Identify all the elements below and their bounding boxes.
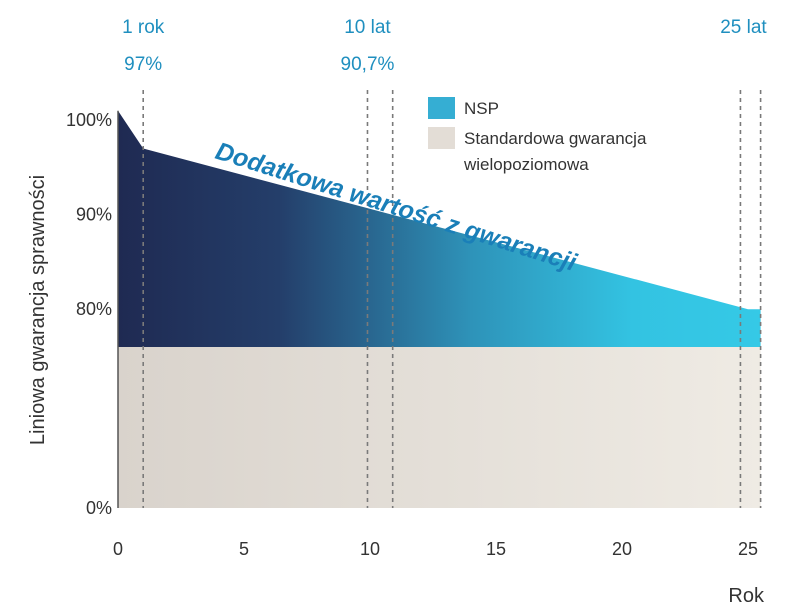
x-tick-labels: 0 5 10 15 20 25 xyxy=(113,539,758,559)
x-tick-label: 0 xyxy=(113,539,123,559)
legend-label: NSP xyxy=(464,99,499,118)
top-labels: 1 rok 97% 10 lat 90,7% 25 lat xyxy=(122,17,767,75)
legend-swatch xyxy=(428,127,455,149)
y-tick-labels: 100% 90% 80% 0% xyxy=(66,110,112,518)
legend-label-continued: wielopoziomowa xyxy=(463,155,589,174)
reference-lines xyxy=(142,90,762,508)
reference-label-top: 1 rok xyxy=(122,17,165,38)
legend-swatch xyxy=(428,97,455,119)
reference-label-top: 25 lat xyxy=(720,17,767,38)
x-tick-label: 15 xyxy=(486,539,506,559)
standard-warranty-area xyxy=(118,347,761,508)
x-axis-title: Rok xyxy=(728,585,765,607)
reference-label-value: 97% xyxy=(124,54,162,75)
x-tick-label: 10 xyxy=(360,539,380,559)
y-tick-label: 80% xyxy=(76,299,112,319)
y-tick-label: 90% xyxy=(76,205,112,225)
nsp-area xyxy=(118,110,761,347)
y-tick-label: 100% xyxy=(66,110,112,130)
reference-label-value: 90,7% xyxy=(341,54,395,75)
x-tick-label: 5 xyxy=(239,539,249,559)
x-tick-label: 25 xyxy=(738,539,758,559)
x-tick-label: 20 xyxy=(612,539,632,559)
legend: NSP Standardowa gwarancja wielopoziomowa xyxy=(428,97,647,174)
reference-label-top: 10 lat xyxy=(344,17,391,38)
legend-label: Standardowa gwarancja xyxy=(464,129,647,148)
y-axis-title: Liniowa gwarancja sprawności xyxy=(27,175,49,445)
y-tick-label: 0% xyxy=(86,498,112,518)
